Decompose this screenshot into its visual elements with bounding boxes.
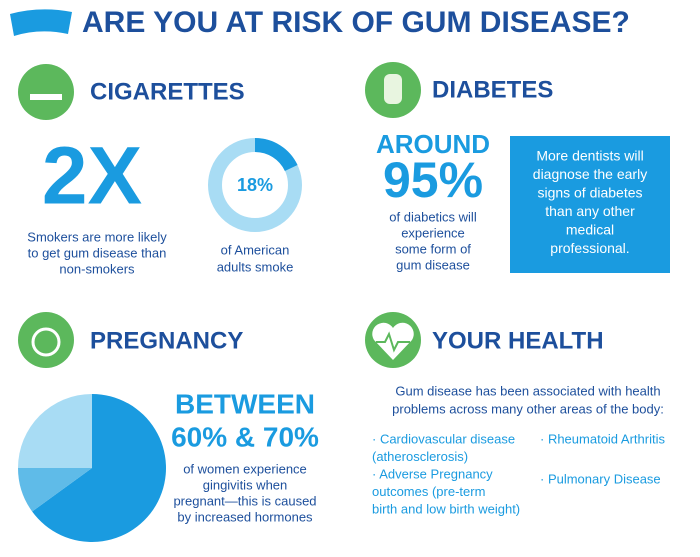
bullet-line: (atherosclerosis) (372, 449, 468, 464)
icon-cigarette (18, 64, 74, 120)
icon-baby (18, 312, 74, 368)
box-line: medical (566, 222, 614, 238)
box-line: diagnose the early (533, 166, 647, 182)
text-line: problems across many other areas of the … (392, 401, 664, 416)
fact-box (510, 136, 670, 273)
stat: 60% & 70% (171, 421, 319, 452)
pie-slice (32, 394, 167, 542)
text-line: Gum disease has been associated with hea… (395, 383, 660, 398)
donut-label: 18% (237, 175, 273, 195)
brush-mark (10, 9, 72, 36)
text-line: experience (401, 225, 465, 240)
text-line: to get gum disease than (28, 245, 167, 260)
bullet-line: · Cardiovascular disease (372, 431, 515, 446)
title: ARE YOU AT RISK OF GUM DISEASE? (82, 6, 630, 39)
bullet-line: outcomes (pre-term (372, 484, 485, 499)
text-line: of women experience (183, 461, 307, 476)
box-line: More dentists will (536, 148, 643, 164)
icon-hand (384, 74, 402, 104)
bullet-line: birth and low birth weight) (372, 501, 520, 516)
bullet-line: · Rheumatoid Arthritis (540, 431, 665, 446)
heading: PREGNANCY (90, 327, 243, 354)
text-line: pregnant—this is caused (173, 493, 316, 508)
heading: DIABETES (432, 76, 553, 103)
bullet-line: · Adverse Pregnancy (372, 466, 493, 481)
pie-slice (18, 468, 92, 512)
text-line: Smokers are more likely (27, 229, 167, 244)
text-line: of diabetics will (389, 209, 477, 224)
donut-arc (254, 138, 298, 172)
prefix: BETWEEN (175, 388, 315, 419)
text-line: adults smoke (217, 259, 294, 274)
box-line: professional. (550, 240, 629, 256)
icon-cigarette (30, 94, 62, 100)
text-line: of American (221, 242, 290, 257)
stat: 95% (383, 152, 483, 208)
text-line: non-smokers (59, 261, 135, 276)
box-line: than any other (545, 203, 635, 219)
pie-slice (18, 394, 92, 468)
text-line: by increased hormones (177, 509, 313, 524)
text-line: gingivitis when (203, 477, 288, 492)
icon-heart (372, 322, 414, 360)
icon-baby (31, 327, 61, 357)
heading: CIGARETTES (90, 78, 245, 105)
heading: YOUR HEALTH (432, 327, 604, 354)
text-line: some form of (395, 241, 471, 256)
text-line: gum disease (396, 257, 470, 272)
bullet-line: · Pulmonary Disease (540, 471, 661, 486)
icon-heart (376, 331, 410, 353)
box-line: signs of diabetes (537, 185, 642, 201)
prefix: AROUND (376, 129, 490, 159)
stat: 2X (42, 131, 142, 222)
